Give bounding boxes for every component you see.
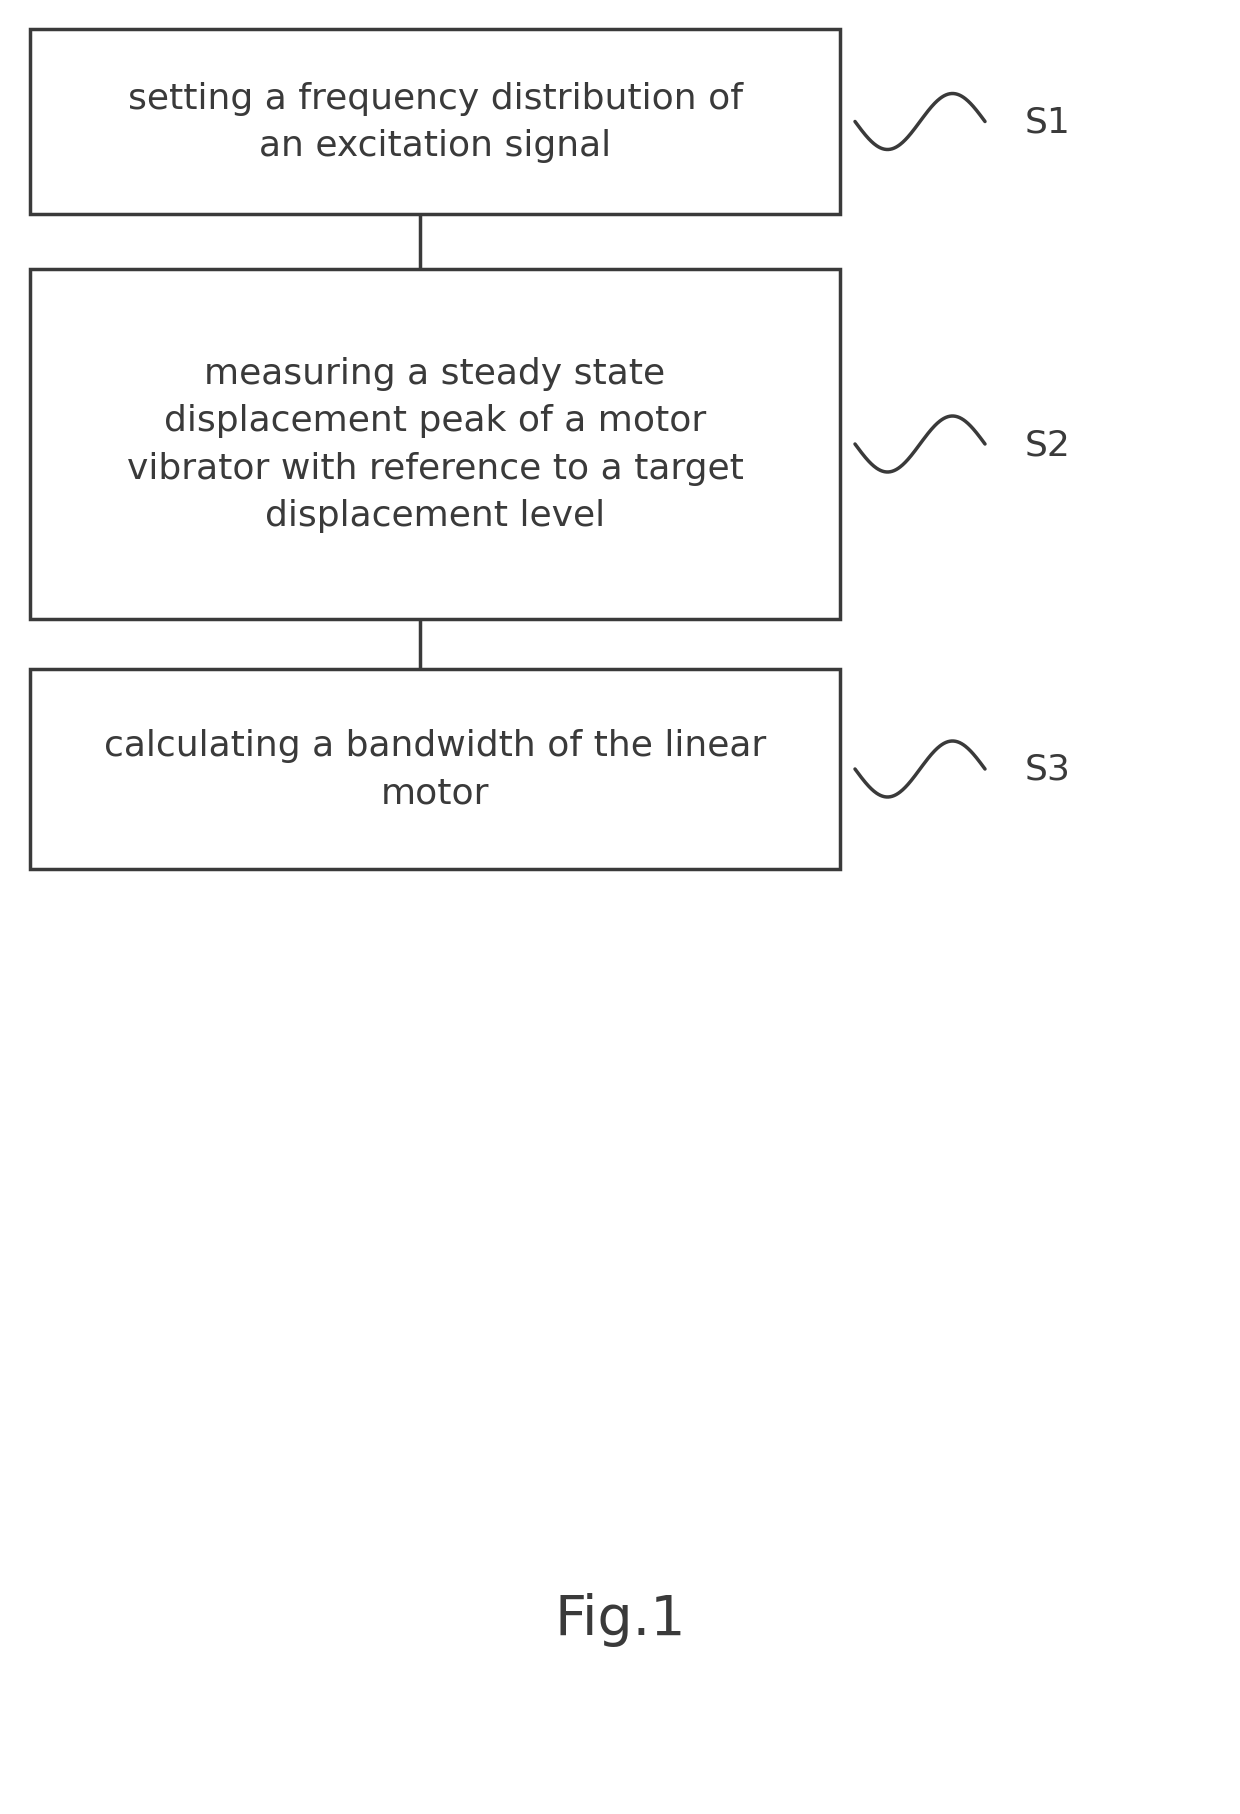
- Bar: [30, 270, 839, 620]
- Text: S1: S1: [1025, 105, 1071, 140]
- Text: setting a frequency distribution of
an excitation signal: setting a frequency distribution of an e…: [128, 82, 743, 163]
- Text: S3: S3: [1025, 753, 1071, 787]
- Text: Fig.1: Fig.1: [554, 1593, 686, 1645]
- Text: calculating a bandwidth of the linear
motor: calculating a bandwidth of the linear mo…: [104, 729, 766, 811]
- Bar: [30, 31, 839, 214]
- Text: measuring a steady state
displacement peak of a motor
vibrator with reference to: measuring a steady state displacement pe…: [126, 357, 744, 533]
- Text: S2: S2: [1025, 428, 1071, 463]
- Bar: [30, 669, 839, 869]
